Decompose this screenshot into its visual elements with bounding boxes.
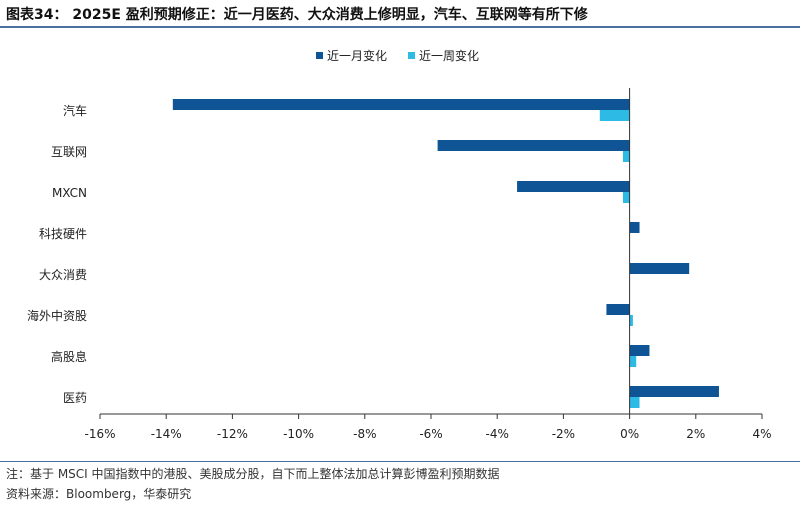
bar-2-6 — [629, 315, 633, 326]
x-tick-label-7: -4% — [486, 427, 509, 441]
chart-title: 图表34： 2025E 盈利预期修正：近一月医药、大众消费上修明显，汽车、互联网… — [6, 7, 588, 23]
bar-2-2 — [622, 151, 630, 162]
legend-swatch-1 — [316, 52, 323, 59]
x-tick-label-10: 2% — [686, 427, 705, 441]
bar-1-5 — [629, 263, 690, 274]
category-label-1: 汽车 — [63, 103, 87, 118]
bar-2-8 — [629, 397, 640, 408]
x-tick-label-11: 4% — [752, 427, 771, 441]
category-label-2: 互联网 — [51, 145, 87, 159]
x-tick-label-5: -8% — [353, 427, 376, 441]
category-label-7: 高股息 — [51, 349, 87, 364]
bar-1-6 — [606, 304, 630, 315]
x-tick-label-6: -6% — [419, 427, 442, 441]
footer-divider — [0, 461, 800, 462]
legend-label-1: 近一月变化 — [327, 48, 387, 63]
bar-1-7 — [629, 345, 650, 356]
legend-swatch-2 — [408, 52, 415, 59]
x-tick-label-8: -2% — [552, 427, 575, 441]
bar-1-8 — [629, 386, 719, 397]
x-tick-label-4: -10% — [283, 427, 314, 441]
category-label-4: 科技硬件 — [39, 227, 87, 241]
x-tick-label-3: -12% — [217, 427, 248, 441]
category-label-3: MXCN — [52, 186, 87, 200]
legend-label-2: 近一周变化 — [419, 48, 479, 63]
bar-2-3 — [622, 192, 630, 203]
bar-1-3 — [517, 181, 630, 192]
category-label-6: 海外中资股 — [27, 308, 87, 323]
category-label-8: 医药 — [63, 391, 87, 405]
x-tick-label-2: -14% — [151, 427, 182, 441]
bar-2-1 — [599, 110, 630, 121]
bar-1-1 — [172, 99, 630, 110]
bar-2-7 — [629, 356, 637, 367]
chart-source: 资料来源：Bloomberg，华泰研究 — [6, 487, 192, 501]
title-divider — [0, 26, 800, 28]
x-tick-label-9: 0% — [620, 427, 639, 441]
category-label-5: 大众消费 — [39, 268, 87, 282]
x-tick-label-1: -16% — [84, 427, 115, 441]
bar-1-2 — [437, 140, 630, 151]
chart-note: 注：基于 MSCI 中国指数中的港股、美股成分股，自下而上整体法加总计算彭博盈利… — [6, 467, 500, 481]
bar-1-4 — [629, 222, 640, 233]
